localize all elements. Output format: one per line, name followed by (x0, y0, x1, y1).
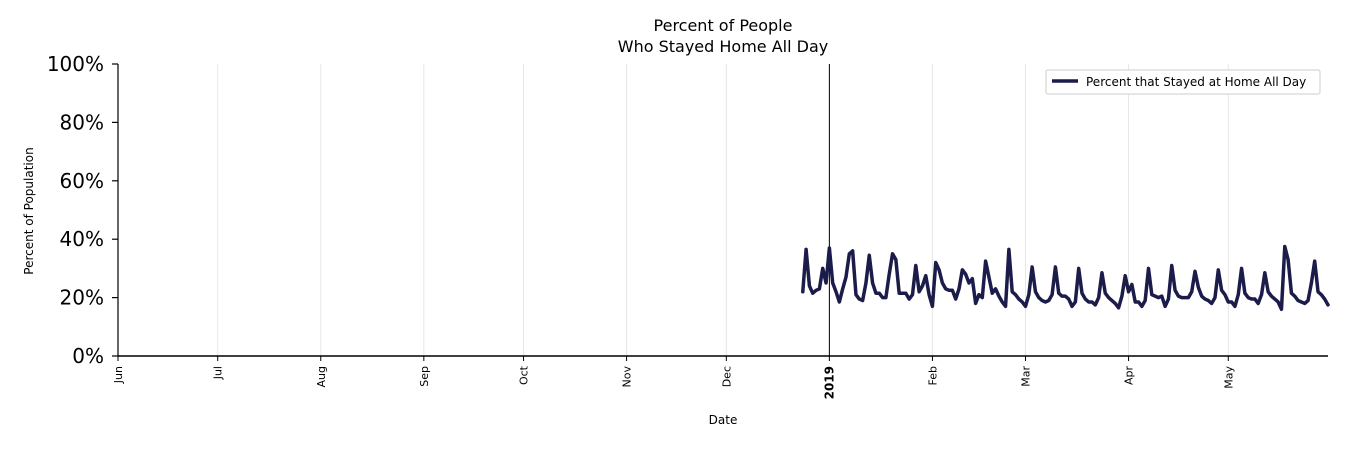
y-tick-label: 80% (60, 110, 104, 134)
x-tick-label-jul: Jul (212, 366, 225, 380)
legend: Percent that Stayed at Home All Day (1045, 69, 1321, 95)
x-tick-label-oct: Oct (518, 365, 531, 385)
chart-title-line1: Percent of People (654, 16, 793, 35)
x-tick-label-sep: Sep (418, 366, 431, 387)
grid-lines (117, 64, 1229, 356)
x-tick-label-jun: Jun (112, 366, 125, 384)
y-tick-label: 40% (60, 227, 104, 251)
x-tick-label-dec: Dec (720, 366, 733, 387)
x-tick-label-2019: 2019 (822, 366, 836, 399)
y-tick-label: 20% (60, 286, 104, 310)
x-tick-label-aug: Aug (315, 366, 328, 387)
y-axis-label: Percent of Population (22, 147, 36, 274)
x-ticks: Jun Jul Aug Sep Oct Nov Dec 2019 Feb Mar Apr May (112, 356, 1235, 399)
legend-label: Percent that Stayed at Home All Day (1086, 75, 1306, 89)
x-tick-label-mar: Mar (1020, 366, 1033, 387)
series-line-stayed-home (801, 244, 1330, 312)
y-ticks: 0% 20% 40% 60% 80% 100% (47, 52, 118, 368)
y-tick-label: 0% (72, 344, 104, 368)
x-tick-label-feb: Feb (926, 366, 939, 385)
x-tick-label-may: May (1222, 366, 1235, 389)
y-tick-label: 100% (47, 52, 104, 76)
x-tick-label-nov: Nov (621, 366, 634, 388)
series-group (801, 244, 1330, 312)
x-tick-label-apr: Apr (1123, 366, 1136, 386)
chart-title-line2: Who Stayed Home All Day (618, 37, 828, 56)
y-tick-label: 60% (60, 169, 104, 193)
x-axis-label: Date (709, 413, 738, 427)
legend-box (1045, 69, 1321, 95)
